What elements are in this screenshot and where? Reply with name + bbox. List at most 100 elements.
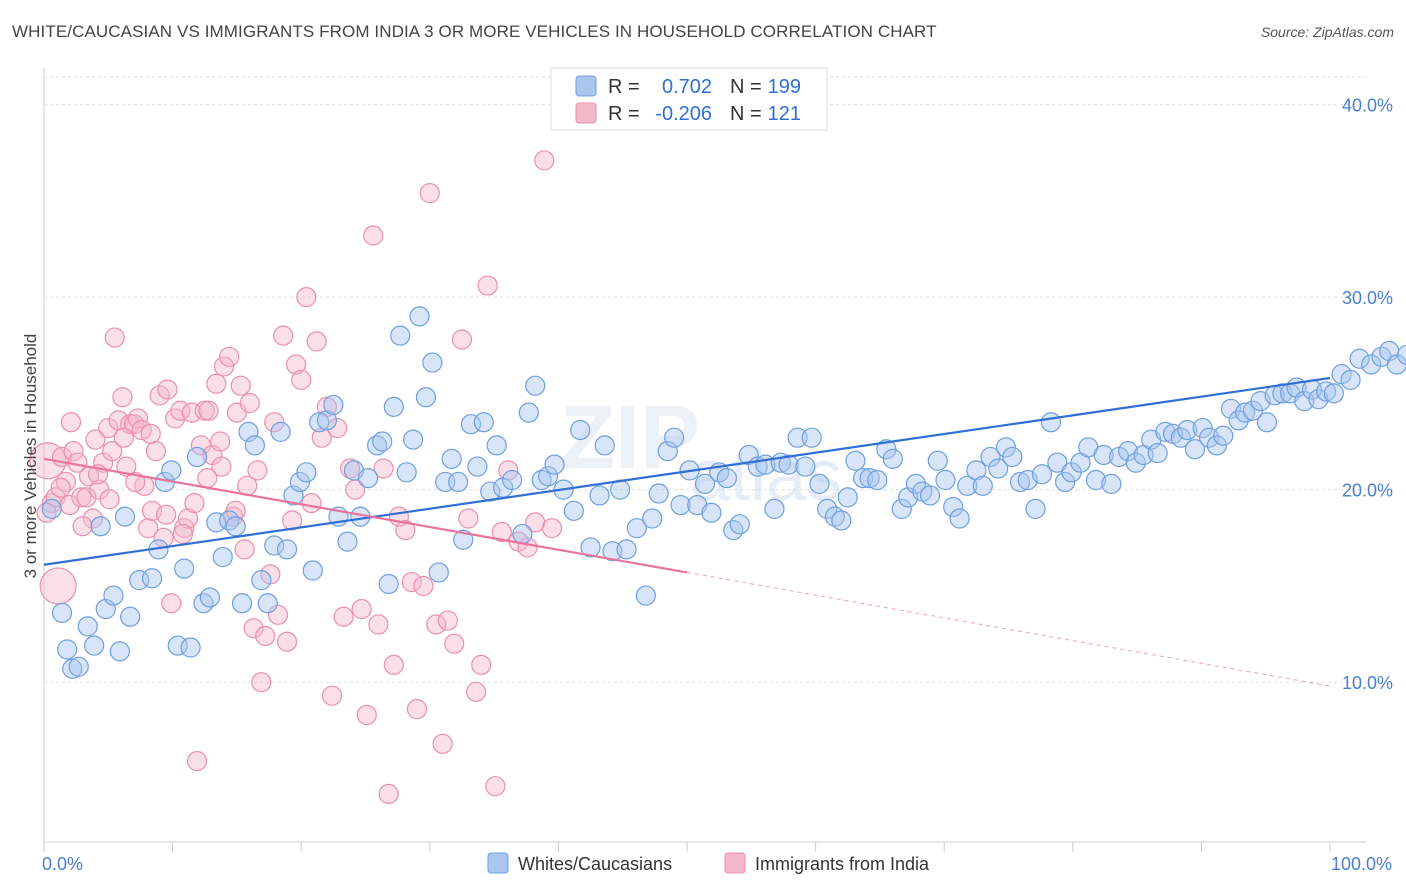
india-point bbox=[60, 412, 82, 433]
white-point bbox=[1184, 439, 1206, 460]
watermark: ZIP atlas bbox=[560, 388, 842, 516]
india-point bbox=[432, 733, 453, 754]
india-point bbox=[301, 493, 322, 514]
india-point bbox=[426, 614, 447, 635]
india-point bbox=[206, 373, 227, 394]
bottom-legend-swatch-pink bbox=[724, 852, 746, 874]
india-point bbox=[113, 427, 134, 448]
white-point bbox=[1192, 417, 1213, 439]
india-point bbox=[356, 704, 377, 726]
white-point bbox=[199, 587, 220, 608]
india-point bbox=[29, 442, 67, 480]
india-point bbox=[419, 183, 440, 204]
india-point bbox=[383, 654, 404, 675]
white-point bbox=[787, 427, 808, 448]
india-point bbox=[41, 493, 62, 514]
white-point bbox=[396, 462, 417, 483]
white-point bbox=[927, 450, 948, 471]
source-label: Source: ZipAtlas.com bbox=[1260, 24, 1394, 40]
india-point bbox=[125, 471, 146, 493]
india-point bbox=[161, 593, 182, 614]
white-point bbox=[1361, 354, 1382, 375]
white-point bbox=[1101, 473, 1122, 494]
white-point bbox=[244, 435, 266, 456]
white-point bbox=[544, 454, 565, 475]
white-point bbox=[270, 421, 291, 442]
white-point bbox=[1340, 369, 1361, 391]
white-point bbox=[186, 446, 208, 468]
india-point bbox=[247, 460, 268, 481]
india-point bbox=[82, 508, 103, 529]
india-point bbox=[296, 287, 317, 308]
india-point bbox=[282, 510, 303, 531]
india-point bbox=[50, 477, 71, 498]
white-point bbox=[77, 616, 98, 637]
white-point bbox=[276, 539, 298, 560]
india-point bbox=[157, 379, 178, 400]
white-point bbox=[891, 498, 912, 520]
white-point bbox=[447, 471, 469, 493]
white-point bbox=[642, 508, 663, 529]
white-point bbox=[1054, 471, 1076, 493]
white-point bbox=[657, 441, 678, 462]
india-point bbox=[172, 523, 193, 545]
india-point bbox=[413, 575, 434, 597]
india-point bbox=[85, 429, 106, 450]
india-point bbox=[145, 441, 166, 462]
white-point bbox=[238, 421, 259, 442]
white-point bbox=[1349, 348, 1370, 369]
white-point bbox=[428, 562, 449, 583]
y-tick-label-30: 30.0% bbox=[1342, 288, 1393, 308]
white-point bbox=[114, 506, 136, 527]
legend-frame bbox=[550, 67, 828, 131]
white-point bbox=[1316, 381, 1337, 402]
legend-r-value-blue: 0.702 bbox=[662, 76, 712, 98]
india-point bbox=[99, 489, 120, 510]
watermark-atlas: atlas bbox=[690, 436, 842, 516]
india-point bbox=[321, 685, 343, 706]
white-point bbox=[957, 475, 978, 496]
india-point bbox=[477, 275, 498, 296]
india-point bbox=[541, 518, 563, 539]
india-point bbox=[395, 519, 416, 541]
white-point bbox=[817, 498, 838, 520]
india-point bbox=[230, 375, 251, 396]
white-point bbox=[1025, 498, 1046, 520]
india-point bbox=[98, 417, 119, 439]
white-point bbox=[103, 585, 124, 606]
y-tick-label-10: 10.0% bbox=[1342, 673, 1393, 693]
white-point bbox=[1206, 435, 1227, 456]
india-point bbox=[76, 487, 97, 508]
white-point bbox=[648, 483, 669, 504]
x-tick-label-min: 0.0% bbox=[42, 854, 83, 874]
india-point bbox=[491, 521, 512, 543]
white-point bbox=[174, 558, 195, 579]
white-point bbox=[422, 352, 443, 373]
white-point bbox=[1009, 471, 1031, 493]
white-point bbox=[778, 454, 799, 475]
india-point bbox=[234, 539, 255, 560]
india-point bbox=[213, 356, 235, 377]
white-point bbox=[626, 518, 647, 539]
india-point bbox=[451, 329, 473, 350]
white-point bbox=[1256, 412, 1278, 433]
white-trend-line bbox=[43, 376, 1331, 566]
white-point bbox=[1093, 444, 1114, 466]
legend-n-label-blue: N = bbox=[730, 76, 762, 98]
india-point bbox=[285, 354, 307, 375]
india-point bbox=[363, 225, 384, 246]
white-point bbox=[801, 427, 822, 448]
india-point bbox=[186, 751, 208, 772]
white-point bbox=[337, 531, 358, 552]
bottom-legend-swatch-blue bbox=[487, 852, 509, 874]
white-point bbox=[167, 635, 188, 656]
white-point bbox=[402, 429, 424, 450]
india-point bbox=[210, 431, 231, 452]
white-point bbox=[664, 427, 685, 448]
white-point bbox=[51, 602, 73, 623]
white-point bbox=[1323, 383, 1344, 404]
india-point bbox=[401, 571, 422, 593]
white-point bbox=[764, 498, 785, 520]
india-point bbox=[373, 458, 394, 479]
watermark-zip: ZIP bbox=[560, 388, 700, 488]
